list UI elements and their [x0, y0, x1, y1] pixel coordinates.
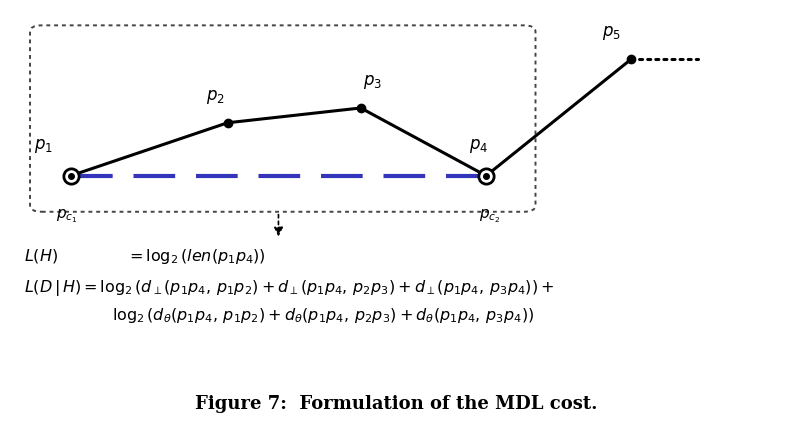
- Text: $p_{c_2}$: $p_{c_2}$: [479, 207, 501, 225]
- Text: $= \log_2(\mathit{len}(p_1 p_4))$: $= \log_2(\mathit{len}(p_1 p_4))$: [126, 247, 265, 266]
- Text: $L(H)$: $L(H)$: [24, 247, 58, 265]
- Text: $p_{c_1}$: $p_{c_1}$: [56, 207, 78, 225]
- Text: $p_3$: $p_3$: [363, 73, 382, 91]
- Text: $L(D\,|\,H) = \log_2(d_{\perp}(p_1 p_4,\, p_1 p_2) + d_{\perp}(p_1 p_4,\, p_2 p_: $L(D\,|\,H) = \log_2(d_{\perp}(p_1 p_4,\…: [24, 278, 554, 298]
- Text: $p_2$: $p_2$: [207, 88, 225, 106]
- FancyArrowPatch shape: [275, 215, 282, 235]
- Text: Figure 7:  Formulation of the MDL cost.: Figure 7: Formulation of the MDL cost.: [195, 395, 597, 413]
- Text: $p_4$: $p_4$: [469, 137, 488, 155]
- Text: $p_5$: $p_5$: [602, 24, 621, 42]
- Text: $\log_2(d_{\theta}(p_1 p_4,\, p_1 p_2) + d_{\theta}(p_1 p_4,\, p_2 p_3) + d_{\th: $\log_2(d_{\theta}(p_1 p_4,\, p_1 p_2) +…: [112, 306, 535, 325]
- Text: $p_1$: $p_1$: [34, 137, 53, 155]
